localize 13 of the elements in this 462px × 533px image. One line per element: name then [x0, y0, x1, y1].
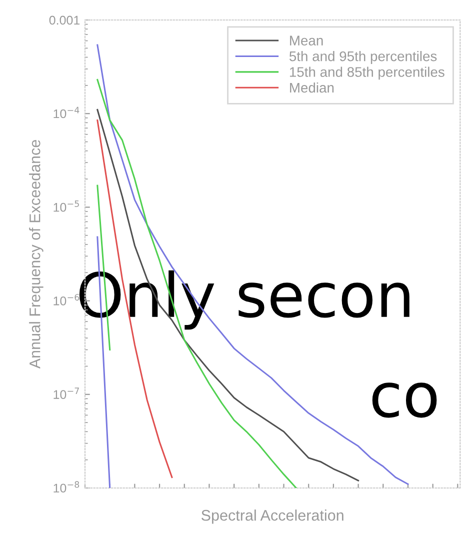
x-axis-title: Spectral Acceleration	[202, 510, 344, 524]
y-axis-title: Annual Frequency of Exceedance	[29, 140, 44, 369]
y-tick-label: 0.001	[49, 16, 80, 25]
y-tick-label: 10$^{−6}$	[54, 294, 80, 306]
legend-label: Mean	[290, 36, 323, 46]
annotation: co	[372, 382, 437, 418]
y-tick-label: 10$^{−7}$	[54, 388, 79, 399]
y-tick-label: 10$^{−5}$	[54, 200, 79, 212]
legend-label: 5th and 95th percentiles	[289, 51, 437, 64]
legend-label: 15th and 85th percentiles	[290, 66, 444, 80]
legend-label: Median	[290, 82, 334, 93]
y-tick-label: 10$^{−4}$	[54, 106, 80, 118]
y-tick-label: 10$^{−8}$	[54, 481, 80, 493]
